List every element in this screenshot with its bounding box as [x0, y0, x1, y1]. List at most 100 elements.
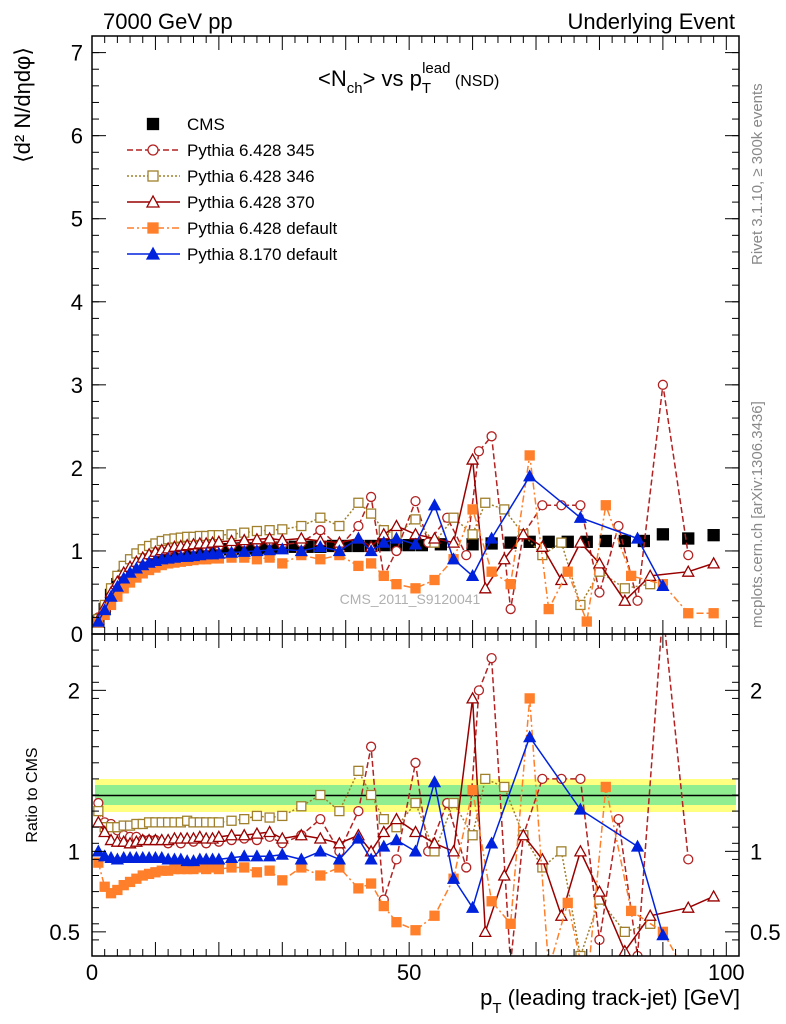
- main-point-pythia-6-428-345: [315, 525, 326, 536]
- ratio-point-pythia-6-428-345: [506, 960, 515, 969]
- main-y-tick-label: 1: [71, 539, 83, 564]
- ratio-point-pythia-8-170-default: [237, 849, 251, 862]
- ratio-point-pythia-8-170-default: [364, 852, 378, 865]
- ratio-point-pythia-6-428-345: [575, 773, 586, 785]
- ratio-point-pythia-6-428-346: [239, 814, 250, 825]
- title-T: T: [422, 80, 431, 97]
- ratio-point-pythia-6-428-default: [353, 883, 364, 894]
- ratio-point-pythia-6-428-370: [408, 825, 423, 838]
- ratio-point-pythia-6-428-346: [467, 830, 478, 841]
- ratio-point-pythia-8-170-default: [446, 871, 461, 884]
- ratio-point-pythia-6-428-default: [429, 910, 440, 921]
- ratio-point-pythia-6-428-370: [573, 844, 588, 857]
- ratio-point-pythia-6-428-default: [99, 881, 110, 892]
- ratio-point-pythia-6-428-370: [643, 908, 657, 921]
- legend-label-pythia-8-170-default: Pythia 8.170 default: [187, 245, 338, 264]
- ratio-point-pythia-6-428-346: [334, 805, 345, 817]
- main-point-pythia-8-170-default: [656, 578, 670, 591]
- main-point-pythia-6-428-370: [681, 564, 695, 577]
- header-right: Underlying Event: [567, 9, 735, 34]
- main-point-pythia-6-428-default: [353, 560, 364, 572]
- ratio-point-pythia-8-170-default: [332, 852, 346, 865]
- ratio-point-pythia-6-428-370: [478, 925, 492, 937]
- main-point-pythia-6-428-345: [473, 446, 485, 457]
- ratio-point-pythia-6-428-345: [473, 685, 485, 696]
- ratio-point-pythia-6-428-346: [448, 797, 459, 809]
- main-point-pythia-6-428-345: [632, 595, 643, 606]
- ratio-y-tick-label: 1: [68, 839, 80, 864]
- main-point-pythia-8-170-default: [465, 569, 480, 582]
- legend-marker-pythia-6-428-370: [145, 194, 161, 208]
- main-point-pythia-6-428-346: [575, 599, 586, 611]
- ratio-point-pythia-6-428-default: [315, 870, 326, 881]
- main-point-pythia-6-428-default: [708, 608, 719, 619]
- main-point-pythia-6-428-default: [562, 566, 573, 577]
- ratio-point-pythia-6-428-default: [544, 964, 553, 973]
- legend-label-pythia-6-428-346: Pythia 6.428 346: [187, 167, 315, 186]
- main-point-pythia-6-428-370: [224, 534, 239, 547]
- ratio-point-pythia-6-428-default: [226, 862, 237, 873]
- main-point-pythia-6-428-370: [535, 539, 549, 552]
- ratio-point-pythia-6-428-345: [461, 862, 472, 873]
- main-point-pythia-6-428-345: [461, 549, 472, 561]
- ratio-y-tick-label: 1: [750, 839, 762, 864]
- ratio-point-pythia-6-428-370: [313, 831, 327, 844]
- ratio-point-pythia-6-428-346: [264, 812, 275, 823]
- main-point-pythia-6-428-346: [448, 512, 459, 523]
- ratio-point-pythia-8-170-default: [275, 847, 289, 860]
- ratio-point-pythia-6-428-346: [365, 789, 377, 801]
- ratio-point-pythia-6-428-346: [378, 814, 389, 825]
- ratio-point-pythia-8-170-default: [294, 852, 308, 865]
- main-point-pythia-6-428-346: [315, 512, 326, 523]
- main-point-pythia-6-428-default: [365, 558, 377, 569]
- ratio-point-pythia-6-428-346: [226, 815, 237, 826]
- main-point-pythia-6-428-default: [410, 583, 421, 594]
- ratio-point-pythia-8-170-default: [377, 839, 391, 852]
- ratio-point-pythia-6-428-346: [315, 789, 326, 801]
- ratio-point-pythia-6-428-346: [480, 773, 491, 785]
- main-point-pythia-6-428-370: [592, 556, 607, 569]
- main-point-pythia-6-428-345: [657, 379, 669, 390]
- main-point-pythia-8-170-default: [224, 545, 239, 558]
- ratio-point-pythia-6-428-346: [251, 810, 263, 822]
- main-point-pythia-8-170-default: [523, 469, 537, 482]
- ratio-point-pythia-6-428-370: [237, 828, 251, 841]
- ratio-point-pythia-6-428-345: [658, 605, 667, 614]
- ratio-point-pythia-6-428-default: [467, 785, 478, 796]
- ratio-point-pythia-6-428-345: [537, 773, 548, 785]
- ratio-point-pythia-6-428-346: [619, 926, 630, 937]
- ratio-point-pythia-6-428-default: [626, 905, 637, 917]
- ratio-point-pythia-6-428-default: [410, 925, 421, 936]
- ratio-point-pythia-6-428-default: [684, 972, 693, 981]
- main-point-pythia-6-428-default: [505, 579, 516, 590]
- main-point-pythia-6-428-default: [486, 566, 497, 577]
- main-point-pythia-6-428-370: [294, 531, 308, 544]
- main-point-pythia-6-428-370: [237, 533, 251, 546]
- main-point-pythia-6-428-default: [600, 500, 611, 511]
- rivet-version-text: Rivet 3.1.10, ≥ 300k events: [749, 83, 766, 265]
- ratio-point-pythia-6-428-default: [239, 862, 250, 873]
- main-point-pythia-8-170-default: [446, 552, 461, 565]
- main-y-tick-label: 3: [71, 373, 83, 398]
- ratio-point-pythia-6-428-default: [264, 865, 275, 876]
- x-axis-label: pT (leading track-jet) [GeV]: [480, 985, 740, 1017]
- main-point-pythia-6-428-346: [410, 514, 421, 525]
- main-point-pythia-6-428-370: [250, 532, 264, 545]
- x-tick-label: 100: [708, 960, 745, 985]
- legend-marker-pythia-8-170-default: [145, 246, 161, 260]
- ratio-point-pythia-8-170-default: [263, 849, 277, 862]
- main-point-pythia-6-428-345: [683, 549, 694, 561]
- ratio-point-pythia-8-170-default: [351, 831, 366, 844]
- ratio-y-tick-label: 2: [750, 678, 762, 703]
- ratio-point-pythia-6-428-346: [556, 846, 567, 857]
- main-point-pythia-6-428-370: [427, 531, 442, 544]
- ratio-point-pythia-6-428-346: [277, 810, 288, 822]
- main-point-pythia-8-170-default: [313, 539, 327, 552]
- main-y-tick-label: 4: [71, 290, 83, 315]
- legend-label-pythia-6-428-default: Pythia 6.428 default: [187, 219, 338, 238]
- main-point-pythia-8-170-default: [275, 542, 289, 555]
- ratio-point-pythia-6-428-370: [516, 828, 530, 841]
- svg-text:pT (leading track-jet) [GeV]: pT (leading track-jet) [GeV]: [480, 985, 740, 1017]
- main-point-pythia-6-428-370: [263, 531, 277, 544]
- main-point-pythia-6-428-345: [613, 520, 624, 532]
